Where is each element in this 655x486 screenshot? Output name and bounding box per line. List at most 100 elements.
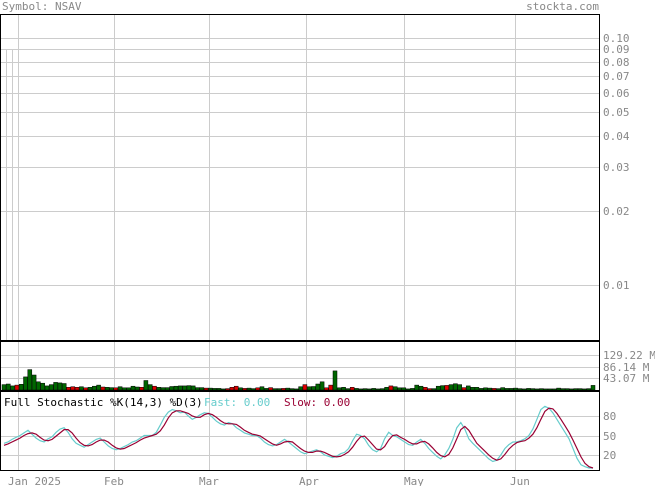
volume-bar: [264, 388, 269, 391]
volume-bar: [474, 387, 480, 391]
volume-bar: [354, 388, 359, 391]
volume-bar: [143, 380, 149, 391]
volume-bar: [246, 387, 252, 391]
volume-bar: [242, 388, 248, 391]
stochastic-tick-label: 20: [603, 449, 616, 462]
volume-bar: [337, 387, 342, 391]
volume-bar: [453, 383, 458, 391]
volume-bar: [358, 388, 364, 391]
volume-bar: [560, 388, 566, 391]
volume-panel-frame: [0, 341, 600, 391]
volume-tick-label: 43.07 M: [603, 372, 650, 385]
volume-bar: [272, 388, 278, 391]
volume-bar: [577, 388, 583, 391]
volume-bar: [470, 387, 475, 391]
volume-bar: [113, 387, 119, 391]
volume-bar: [100, 386, 106, 391]
volume-bar: [556, 387, 561, 391]
volume-bar: [509, 388, 514, 391]
volume-bar: [332, 370, 338, 391]
volume-bar: [324, 387, 329, 391]
volume-bar: [444, 385, 450, 391]
volume-bar: [504, 388, 510, 391]
volume-bar: [109, 387, 114, 391]
volume-bar: [27, 369, 33, 391]
price-tick-label: 0.10: [603, 32, 630, 45]
volume-bar: [311, 386, 316, 391]
volume-bar: [590, 385, 596, 391]
stochastic-panel-frame: [0, 391, 600, 471]
volume-bar: [259, 386, 265, 391]
price-tick-label: 0.06: [603, 87, 630, 100]
volume-bar: [36, 381, 41, 391]
volume-bar: [130, 385, 136, 391]
panel-frames: [0, 14, 600, 471]
volume-bar: [341, 387, 346, 391]
volume-bar: [147, 384, 153, 391]
volume-bar: [306, 386, 312, 391]
stochastic-tick-label: 50: [603, 430, 616, 443]
price-tick-label: 0.08: [603, 56, 630, 69]
volume-bar: [397, 387, 402, 391]
grid-layer: [0, 14, 599, 470]
volume-bar: [160, 387, 166, 391]
price-tick-label: 0.05: [603, 106, 630, 119]
price-panel-frame: [0, 14, 600, 341]
volume-bar: [569, 388, 574, 391]
volume-bar: [126, 387, 131, 391]
volume-bar: [534, 388, 540, 391]
volume-bar: [53, 382, 58, 391]
volume-bar: [384, 387, 389, 391]
volume-bar: [182, 385, 187, 391]
volume-bar: [521, 388, 527, 391]
volume-bar: [298, 386, 303, 391]
volume-bar: [203, 387, 209, 391]
volume-bar: [564, 388, 570, 391]
volume-bar: [448, 384, 454, 391]
volume-bar: [289, 388, 295, 391]
volume-bar: [362, 388, 368, 391]
volume-bar: [10, 385, 15, 391]
price-tick-label: 0.09: [603, 43, 630, 56]
volume-bar: [31, 374, 37, 391]
volume-bar: [70, 386, 76, 391]
price-tick-label: 0.01: [603, 279, 630, 292]
volume-bar: [478, 388, 484, 391]
volume-bar: [251, 388, 256, 391]
volume-bar: [285, 387, 291, 391]
volume-bar: [139, 387, 144, 391]
volume-bar: [388, 385, 394, 391]
volume-bar: [238, 387, 243, 391]
volume-bar: [173, 385, 179, 391]
volume-bar: [152, 385, 157, 391]
price-tick-label: 0.03: [603, 161, 630, 174]
stochastic-fast-line: [3, 405, 593, 469]
volume-bar: [319, 381, 325, 391]
volume-bar: [375, 388, 381, 391]
volume-bar: [66, 387, 71, 391]
site-label[interactable]: stockta.com: [526, 0, 599, 13]
volume-bar: [496, 388, 501, 391]
volume-bar: [543, 388, 548, 391]
price-tick-label: 0.02: [603, 205, 630, 218]
volume-bar: [423, 387, 428, 391]
x-axis-label: Feb: [104, 475, 124, 486]
volume-bar: [79, 386, 84, 391]
volume-bar: [345, 388, 351, 391]
volume-bar: [122, 387, 127, 391]
volume-bar: [14, 384, 20, 391]
x-axis-label: Apr: [299, 475, 319, 486]
price-tick-label: 0.04: [603, 130, 630, 143]
x-axis-label: May: [404, 475, 424, 486]
volume-bar: [208, 387, 213, 391]
volume-bar: [268, 387, 273, 391]
volume-bar: [586, 388, 591, 391]
volume-bar: [225, 388, 230, 391]
volume-bar: [169, 386, 174, 391]
volume-bar: [276, 388, 282, 391]
x-axis-label: Jan 2025: [8, 475, 61, 486]
volume-bar: [281, 388, 286, 391]
volume-bars: [1, 369, 596, 391]
symbol-label: Symbol: NSAV: [2, 0, 82, 13]
